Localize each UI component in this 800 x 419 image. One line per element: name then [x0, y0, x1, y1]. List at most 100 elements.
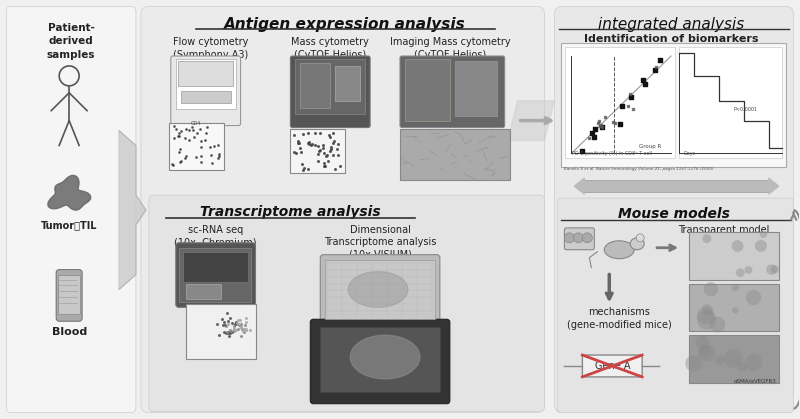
Point: [218, 319, 230, 326]
Circle shape: [704, 282, 718, 296]
Point: [287, 149, 300, 155]
Point: [174, 128, 187, 134]
Point: [228, 326, 241, 333]
Bar: [689, 232, 778, 279]
Point: [232, 321, 245, 327]
Point: [595, 124, 608, 131]
Point: [326, 130, 339, 137]
Point: [171, 133, 184, 140]
Text: Flow cytometry
(Symphony A3): Flow cytometry (Symphony A3): [173, 37, 248, 59]
Point: [172, 148, 185, 155]
Point: [225, 320, 238, 327]
Circle shape: [574, 233, 583, 243]
Point: [290, 150, 302, 156]
FancyBboxPatch shape: [149, 195, 545, 411]
Circle shape: [686, 355, 702, 372]
Point: [220, 323, 233, 330]
Point: [174, 159, 186, 166]
Point: [230, 321, 242, 328]
Circle shape: [697, 307, 714, 324]
Point: [183, 127, 196, 134]
Point: [298, 165, 310, 171]
Point: [234, 321, 246, 328]
Point: [303, 140, 316, 147]
Point: [609, 119, 622, 126]
Point: [224, 327, 237, 334]
Point: [194, 158, 207, 165]
Text: Patient-
derived
samples: Patient- derived samples: [47, 23, 95, 59]
FancyBboxPatch shape: [565, 228, 594, 250]
Point: [227, 328, 240, 335]
Text: Gene A: Gene A: [594, 361, 630, 371]
Point: [326, 152, 339, 158]
Point: [594, 122, 606, 129]
FancyBboxPatch shape: [6, 6, 136, 413]
Point: [594, 122, 607, 129]
Bar: [178, 61, 233, 86]
Point: [575, 148, 588, 155]
Bar: [562, 43, 786, 167]
Point: [288, 132, 301, 139]
FancyBboxPatch shape: [310, 319, 450, 403]
Text: Mass cytometry
(CyTOF Helios): Mass cytometry (CyTOF Helios): [291, 37, 369, 59]
Point: [321, 151, 334, 158]
Point: [302, 140, 314, 147]
Bar: [169, 123, 224, 170]
Polygon shape: [508, 101, 554, 140]
Circle shape: [702, 304, 713, 315]
Point: [186, 127, 199, 134]
Point: [330, 145, 343, 152]
Point: [614, 121, 626, 127]
Point: [234, 323, 247, 330]
Point: [219, 321, 232, 328]
Text: Days: Days: [683, 151, 695, 156]
Point: [187, 133, 200, 140]
Bar: [182, 252, 247, 282]
Point: [238, 326, 250, 332]
Point: [587, 134, 600, 140]
Point: [314, 130, 326, 137]
Point: [175, 158, 188, 165]
Polygon shape: [119, 131, 146, 290]
Point: [323, 134, 336, 141]
FancyBboxPatch shape: [320, 255, 440, 349]
Point: [213, 331, 226, 338]
Point: [318, 162, 331, 169]
Circle shape: [770, 265, 779, 274]
Bar: [400, 129, 510, 180]
Bar: [186, 304, 255, 359]
Point: [320, 153, 333, 160]
Point: [228, 321, 241, 328]
Point: [190, 154, 203, 161]
Point: [653, 56, 666, 63]
Point: [331, 151, 344, 158]
Point: [222, 329, 234, 336]
FancyBboxPatch shape: [176, 243, 255, 308]
Text: Group R: Group R: [639, 145, 662, 150]
Point: [626, 106, 639, 113]
Text: Identification of biomarkers: Identification of biomarkers: [584, 34, 758, 44]
Text: sc-RNA seq
(10x  Chromium): sc-RNA seq (10x Chromium): [174, 225, 257, 247]
Point: [318, 150, 330, 157]
Point: [606, 119, 619, 125]
Point: [211, 321, 224, 327]
Point: [167, 134, 180, 141]
Point: [297, 166, 310, 173]
Point: [232, 322, 245, 328]
Point: [190, 130, 203, 137]
Point: [234, 320, 247, 327]
Point: [213, 150, 226, 157]
Text: Transcriptome analysis: Transcriptome analysis: [200, 205, 381, 219]
Point: [334, 163, 346, 170]
Point: [221, 310, 234, 316]
Point: [228, 323, 241, 330]
Point: [239, 322, 252, 328]
Text: Tumor・TIL: Tumor・TIL: [41, 220, 98, 230]
Point: [582, 135, 595, 142]
Point: [223, 332, 236, 339]
FancyBboxPatch shape: [290, 56, 370, 127]
Point: [313, 148, 326, 155]
Polygon shape: [48, 175, 90, 210]
Text: Dimensional
Transcriptome analysis
(10x VISIUM): Dimensional Transcriptome analysis (10x …: [324, 225, 436, 260]
Point: [213, 153, 226, 160]
